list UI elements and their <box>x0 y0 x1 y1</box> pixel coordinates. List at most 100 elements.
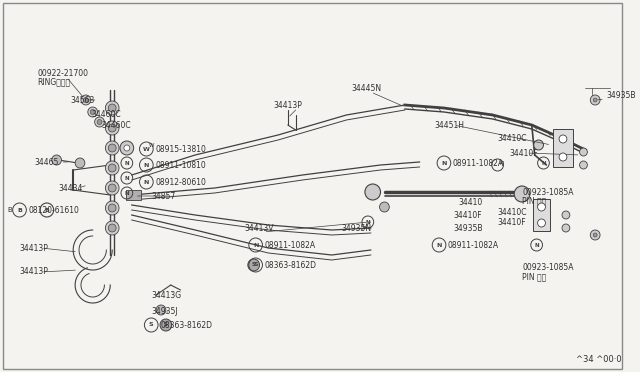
Text: N: N <box>125 160 129 166</box>
Circle shape <box>580 161 588 169</box>
Text: 34413V: 34413V <box>244 224 273 232</box>
Bar <box>553 129 573 167</box>
Text: 34460C: 34460C <box>102 121 131 129</box>
Circle shape <box>108 184 116 192</box>
Text: 34935J: 34935J <box>151 308 178 317</box>
Text: S: S <box>164 323 168 327</box>
Text: 34410F: 34410F <box>498 218 526 227</box>
Text: 08915-13810: 08915-13810 <box>155 144 206 154</box>
Circle shape <box>106 221 119 235</box>
Text: 34935B: 34935B <box>454 224 483 232</box>
Text: N: N <box>534 243 539 247</box>
Text: 08911-1082A: 08911-1082A <box>452 158 504 167</box>
Text: 08911-1082A: 08911-1082A <box>264 241 316 250</box>
Circle shape <box>120 141 134 155</box>
Text: W: W <box>143 147 150 151</box>
Circle shape <box>90 109 95 115</box>
Circle shape <box>156 305 166 315</box>
Circle shape <box>106 141 119 155</box>
Circle shape <box>88 107 97 117</box>
Circle shape <box>514 186 530 202</box>
Text: 34465: 34465 <box>34 157 58 167</box>
Text: B: B <box>17 208 22 212</box>
Circle shape <box>160 319 172 331</box>
Text: N: N <box>125 176 129 180</box>
Bar <box>532 199 550 231</box>
Text: 00923-1085A: 00923-1085A <box>522 263 573 273</box>
Text: 34410C: 34410C <box>498 134 527 142</box>
Circle shape <box>108 224 116 232</box>
Circle shape <box>106 101 119 115</box>
Text: 00923-1085A: 00923-1085A <box>522 187 573 196</box>
Text: 34445N: 34445N <box>351 83 381 93</box>
Circle shape <box>590 95 600 105</box>
Circle shape <box>83 97 88 103</box>
Text: 08363-8162D: 08363-8162D <box>160 321 212 330</box>
Text: 34857: 34857 <box>151 192 175 201</box>
Circle shape <box>106 121 119 135</box>
Circle shape <box>380 202 389 212</box>
Text: ^34 ^00·0: ^34 ^00·0 <box>575 356 621 365</box>
Circle shape <box>124 145 130 151</box>
Text: S: S <box>252 263 256 267</box>
Text: 34413P: 34413P <box>19 267 49 276</box>
Circle shape <box>534 140 543 150</box>
Text: PIN ピン: PIN ピン <box>522 273 547 282</box>
Circle shape <box>81 95 91 105</box>
Text: S: S <box>149 323 154 327</box>
Text: PIN ピン: PIN ピン <box>522 196 547 205</box>
Text: 08912-80610: 08912-80610 <box>155 177 206 186</box>
Text: 08363-8162D: 08363-8162D <box>264 260 316 269</box>
Text: 34413P: 34413P <box>273 100 302 109</box>
Circle shape <box>590 230 600 240</box>
Polygon shape <box>126 190 141 200</box>
Text: N: N <box>125 190 129 196</box>
Circle shape <box>106 161 119 175</box>
Circle shape <box>365 184 381 200</box>
Text: N: N <box>253 243 259 247</box>
Circle shape <box>538 203 545 211</box>
Circle shape <box>559 135 567 143</box>
Text: 34434: 34434 <box>58 183 83 192</box>
Text: N: N <box>541 160 546 166</box>
Circle shape <box>95 117 104 127</box>
Circle shape <box>108 124 116 132</box>
Circle shape <box>538 219 545 227</box>
Text: 34460C: 34460C <box>92 109 122 119</box>
Text: B: B <box>44 208 49 212</box>
Circle shape <box>248 259 260 271</box>
Circle shape <box>108 204 116 212</box>
Text: 08911-1082A: 08911-1082A <box>448 241 499 250</box>
Text: W: W <box>148 142 154 148</box>
Text: 34413G: 34413G <box>151 291 181 299</box>
Text: N: N <box>143 180 149 185</box>
Circle shape <box>106 181 119 195</box>
Text: 34410F: 34410F <box>509 148 538 157</box>
Text: N: N <box>365 219 370 224</box>
Circle shape <box>562 224 570 232</box>
Text: 34410C: 34410C <box>498 208 527 217</box>
Text: 34413P: 34413P <box>19 244 49 253</box>
Text: 34451H: 34451H <box>434 121 464 129</box>
Text: RINGリング: RINGリング <box>37 77 70 87</box>
Text: 34935B: 34935B <box>607 90 636 99</box>
Circle shape <box>52 155 61 165</box>
Text: N: N <box>436 243 442 247</box>
Text: 34935N: 34935N <box>342 224 372 232</box>
Text: 08911-10810: 08911-10810 <box>155 160 206 170</box>
Circle shape <box>108 164 116 172</box>
Text: N: N <box>441 160 447 166</box>
Circle shape <box>108 104 116 112</box>
Circle shape <box>580 148 588 156</box>
Text: N: N <box>143 163 149 167</box>
Text: 08120-61610: 08120-61610 <box>28 205 79 215</box>
Text: 34563: 34563 <box>70 96 95 105</box>
Circle shape <box>75 158 85 168</box>
Text: 34410: 34410 <box>459 198 483 206</box>
Circle shape <box>108 144 116 152</box>
Circle shape <box>97 119 102 125</box>
Text: S: S <box>253 263 258 267</box>
Circle shape <box>593 233 597 237</box>
Circle shape <box>559 153 567 161</box>
Circle shape <box>593 98 597 102</box>
